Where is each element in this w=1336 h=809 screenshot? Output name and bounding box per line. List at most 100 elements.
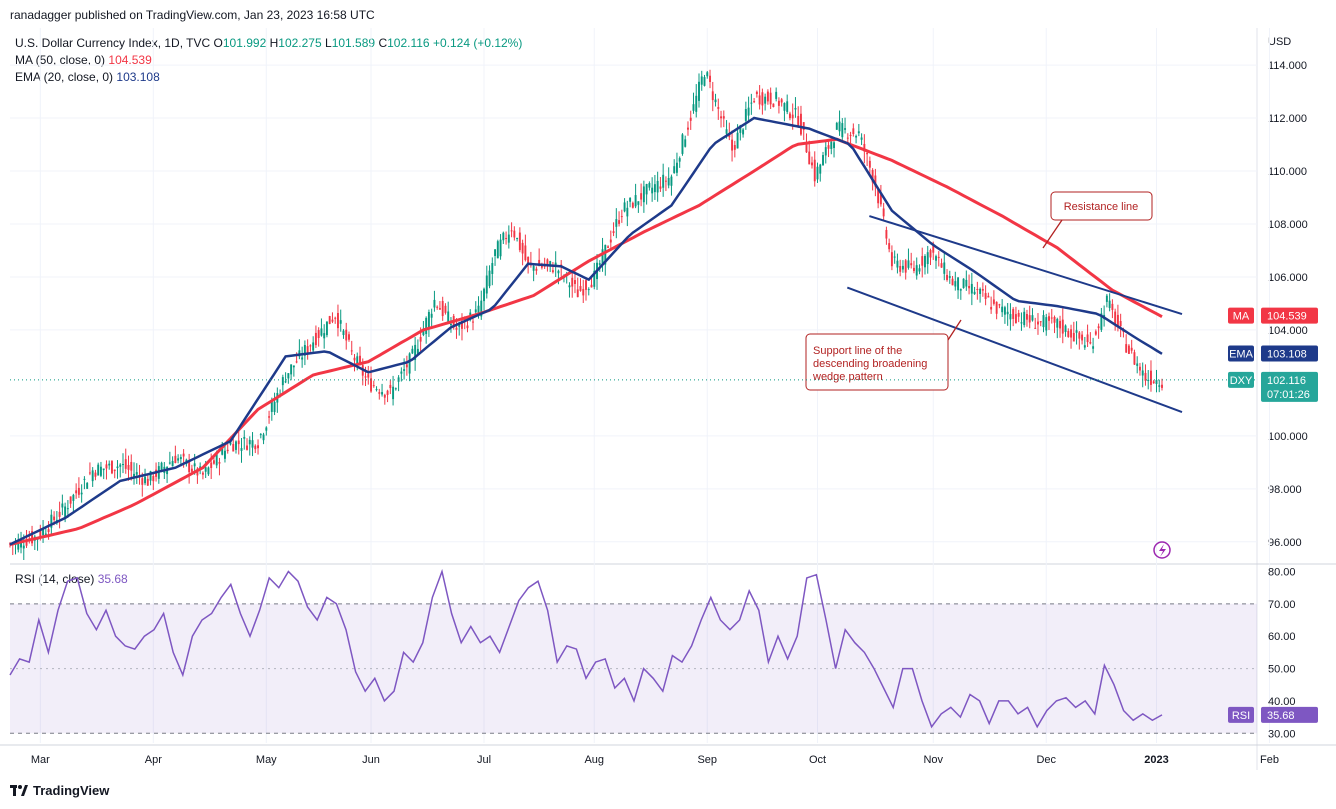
candles <box>9 69 1163 560</box>
candle-body <box>77 487 80 495</box>
candle-body <box>47 529 50 533</box>
candle-body <box>648 183 651 188</box>
candle-body <box>364 376 367 378</box>
candle-body <box>1130 347 1133 351</box>
candle-body <box>874 175 877 187</box>
candle-body <box>212 460 215 464</box>
candle-body <box>700 76 703 85</box>
rsi-value-text: 35.68 <box>1267 710 1295 722</box>
candle-body <box>328 316 331 324</box>
axis-value-box <box>1261 371 1318 402</box>
candle-body <box>1150 370 1152 385</box>
candle-body <box>1042 315 1045 328</box>
candle-body <box>507 234 510 243</box>
candle-body <box>640 193 643 200</box>
candle-body <box>769 92 772 105</box>
resistance-line <box>869 215 1183 315</box>
candle-body <box>915 265 918 276</box>
candle-body <box>31 531 34 544</box>
candle-body <box>1144 372 1147 381</box>
candle-body <box>618 220 621 224</box>
candle-body <box>1133 352 1136 365</box>
candle-body <box>623 202 626 212</box>
candle-body <box>229 442 232 445</box>
candle-body <box>1086 334 1089 343</box>
candle-body <box>370 378 372 392</box>
candle-body <box>1048 316 1050 321</box>
candle-body <box>386 390 389 395</box>
candle-body <box>521 242 524 254</box>
candle-body <box>904 260 907 273</box>
candle-body <box>890 252 893 267</box>
candle-body <box>557 270 560 274</box>
candle-body <box>1014 314 1017 324</box>
candle-body <box>857 131 860 134</box>
candle-body <box>190 468 193 472</box>
candle-body <box>226 449 229 452</box>
axis-value-text: 102.116 <box>1267 375 1306 387</box>
candle-body <box>678 158 681 162</box>
candle-body <box>524 245 527 261</box>
candle-body <box>392 386 395 400</box>
candle-body <box>130 461 133 471</box>
candle-body <box>438 308 441 310</box>
candle-body <box>513 230 516 238</box>
candle-body <box>695 95 698 112</box>
candle-body <box>477 305 480 314</box>
candle-body <box>910 263 913 266</box>
candle-body <box>992 299 995 304</box>
candle-body <box>827 145 830 149</box>
candle-body <box>549 261 552 265</box>
rsi-legend-value: 35.68 <box>97 572 128 586</box>
candle-body <box>394 388 397 390</box>
candle-body <box>124 459 127 469</box>
candle-body <box>932 243 935 253</box>
candle-body <box>984 293 987 299</box>
candle-body <box>69 496 72 504</box>
candle-body <box>797 116 800 126</box>
candle-body <box>262 434 265 441</box>
candle-body <box>295 361 298 363</box>
candle-body <box>1138 366 1141 371</box>
candle-body <box>540 265 543 268</box>
candle-body <box>496 241 499 259</box>
candle-body <box>794 107 797 110</box>
candle-body <box>924 255 926 268</box>
candle-body <box>1020 322 1023 324</box>
candle-body <box>221 448 224 455</box>
candle-body <box>50 514 53 528</box>
candle-body <box>940 263 943 268</box>
candle-body <box>626 207 629 217</box>
candle-body <box>871 169 874 183</box>
candle-body <box>918 268 921 272</box>
rsi-axis-tag <box>1228 706 1254 723</box>
candle-body <box>499 239 502 257</box>
candle-body <box>133 473 135 479</box>
candle-body <box>833 142 836 149</box>
candle-body <box>99 466 102 476</box>
candle-body <box>146 478 149 486</box>
candle-body <box>946 274 948 280</box>
candle-body <box>725 129 728 134</box>
support-callout-pointer <box>947 319 962 341</box>
candle-body <box>182 453 185 457</box>
candle-body <box>830 141 833 149</box>
candle-body <box>893 256 896 258</box>
candle-body <box>714 99 717 103</box>
candle-body <box>485 275 488 294</box>
candle-body <box>1025 313 1028 320</box>
time-tick-label: Dec <box>1036 754 1056 766</box>
symbol-name: U.S. Dollar Currency Index, 1D, TVC <box>15 36 211 50</box>
candle-body <box>152 476 155 482</box>
candle-body <box>400 371 403 374</box>
candle-body <box>472 321 474 323</box>
time-tick-label: Mar <box>31 754 50 766</box>
candle-body <box>179 457 182 460</box>
candle-body <box>670 176 673 186</box>
candle-body <box>1108 300 1111 308</box>
candle-body <box>408 353 411 374</box>
candle-body <box>359 355 361 364</box>
ema-legend: EMA (20, close, 0) 103.108 <box>15 70 160 84</box>
candle-body <box>232 444 235 452</box>
